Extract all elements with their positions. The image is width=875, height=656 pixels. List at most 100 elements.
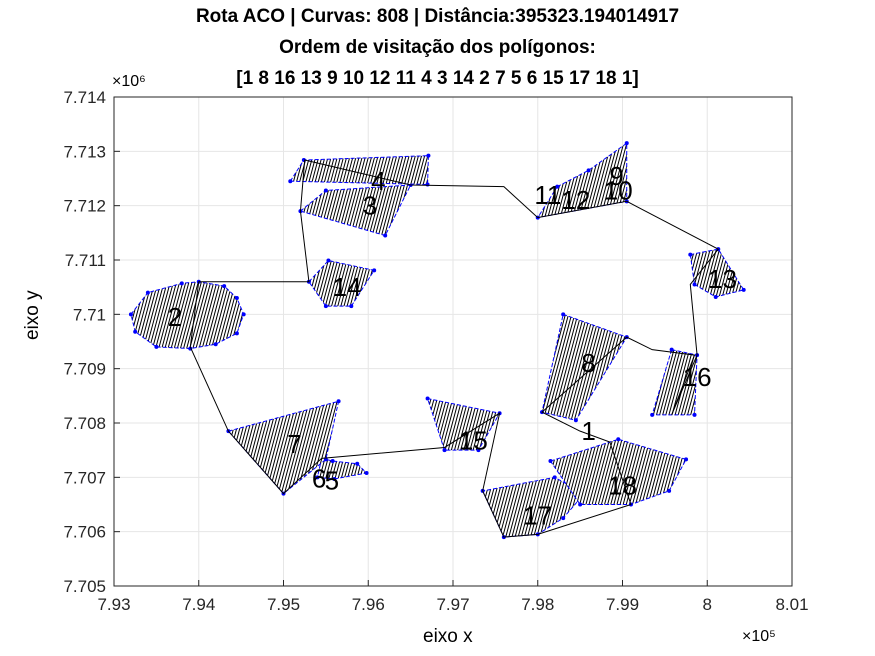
x-tick-label: 8.01 (775, 595, 808, 614)
polygon-label-16: 16 (683, 362, 712, 392)
polygon-label-12: 12 (561, 185, 590, 215)
polygons (128, 141, 746, 540)
polygon-vertex (222, 284, 227, 289)
polygon-vertex (383, 233, 388, 238)
polygon-label-2: 2 (168, 302, 182, 332)
polygon-vertex (336, 399, 341, 404)
polygon-vertex (688, 252, 693, 257)
polygon-vertex (349, 304, 354, 309)
x-tick-label: 7.93 (97, 595, 130, 614)
polygon-label-14: 14 (333, 272, 362, 302)
polygon-vertex (133, 329, 138, 334)
route-line (189, 159, 720, 538)
polygon-label-11: 11 (534, 180, 561, 210)
polygon-vertex (364, 470, 369, 475)
polygon-vertex (616, 437, 621, 442)
polygon-vertex (332, 476, 337, 481)
polygon-vertex (145, 290, 150, 295)
polygon-vertex (323, 304, 328, 309)
polygon-label-15: 15 (459, 425, 488, 455)
y-tick-label: 7.713 (63, 142, 106, 161)
x-tick-label: 7.95 (267, 595, 300, 614)
polygon-vertex (154, 344, 159, 349)
polygon-vertex (555, 184, 560, 189)
polygon-vertex (323, 188, 328, 193)
x-tick-label: 7.97 (436, 595, 469, 614)
x-tick-label: 7.98 (521, 595, 554, 614)
y-tick-label: 7.706 (63, 523, 106, 542)
polygon-vertex (426, 153, 431, 158)
polygon-vertex (213, 342, 218, 347)
polygon-vertex (234, 331, 239, 336)
polygon-label-8: 8 (581, 348, 595, 378)
x-axis-label: eixo x (423, 626, 473, 647)
polygon-vertex (650, 412, 655, 417)
polygon-vertex (586, 168, 591, 173)
x-tick-label: 7.99 (606, 595, 639, 614)
polygon-vertex (442, 448, 447, 453)
chart-visit-order: [1 8 16 13 9 10 12 11 4 3 14 2 7 5 6 15 … (236, 68, 639, 89)
polygon-label-6: 6 (312, 463, 326, 493)
y-exponent: ×10⁶ (112, 73, 146, 90)
y-tick-label: 7.712 (63, 197, 106, 216)
polygon-vertex (573, 418, 578, 423)
polygon-vertex (561, 516, 566, 521)
polygon-vertex (624, 141, 629, 146)
polygon-vertex (425, 182, 430, 187)
polygon-14 (308, 259, 375, 307)
polygon-vertex (179, 281, 184, 286)
y-tick-label: 7.714 (63, 88, 106, 107)
polygon-label-5: 5 (325, 466, 339, 496)
polygon-vertex (741, 287, 746, 292)
y-tick-label: 7.705 (63, 577, 106, 596)
chart-title: Rota ACO | Curvas: 808 | Distância:39532… (195, 6, 680, 27)
polygon-label-3: 3 (363, 191, 377, 221)
polygon-vertex (548, 459, 553, 464)
polygon-vertex (684, 457, 689, 462)
polygon-vertex (372, 268, 377, 273)
polygon-label-1: 1 (581, 416, 595, 446)
x-tick-label: 7.94 (182, 595, 215, 614)
polygon-vertex (425, 396, 430, 401)
polygon-vertex (561, 312, 566, 317)
polygon-vertex (326, 258, 331, 263)
polygon-label-13: 13 (708, 264, 737, 294)
polygon-vertex (692, 282, 697, 287)
y-tick-label: 7.707 (63, 468, 106, 487)
y-tick-label: 7.71 (73, 305, 106, 324)
polygon-vertex (241, 312, 246, 317)
polygon-vertex (667, 488, 672, 493)
polygon-vertex (669, 347, 674, 352)
route (189, 159, 720, 538)
y-tick-label: 7.708 (63, 414, 106, 433)
y-tick-label: 7.709 (63, 360, 106, 379)
polygon-vertex (330, 459, 335, 464)
polygon-vertex (128, 312, 133, 317)
x-exponent: ×10⁵ (742, 628, 776, 645)
polygon-vertex (234, 296, 239, 301)
polygon-label-9: 9 (609, 161, 623, 191)
polygon-vertex (552, 475, 557, 480)
ticks: 7.93 7.94 7.95 7.96 7.97 7.98 7.99 8 8.01 7.705 7.… (63, 88, 808, 614)
polygon-label-18: 18 (608, 470, 637, 500)
polygon-10 (536, 142, 628, 219)
polygon-label-10: 10 (604, 175, 633, 205)
polygon-vertex (713, 294, 718, 299)
x-tick-label: 8 (703, 595, 712, 614)
polygon-vertex (355, 461, 360, 466)
polygon-3 (299, 184, 412, 237)
y-axis-label: eixo y (22, 290, 43, 340)
polygon-vertex (315, 475, 320, 480)
polygon-4 (289, 155, 429, 185)
polygon-vertex (692, 412, 697, 417)
y-tick-label: 7.711 (65, 251, 106, 270)
polygon-vertex (476, 448, 481, 453)
chart-subtitle: Ordem de visitação dos polígonos: (279, 37, 596, 58)
polygon-vertex (288, 179, 293, 184)
polygon-vertex (578, 502, 583, 507)
polygon-label-17: 17 (523, 500, 552, 530)
polygon-label-4: 4 (371, 166, 385, 196)
